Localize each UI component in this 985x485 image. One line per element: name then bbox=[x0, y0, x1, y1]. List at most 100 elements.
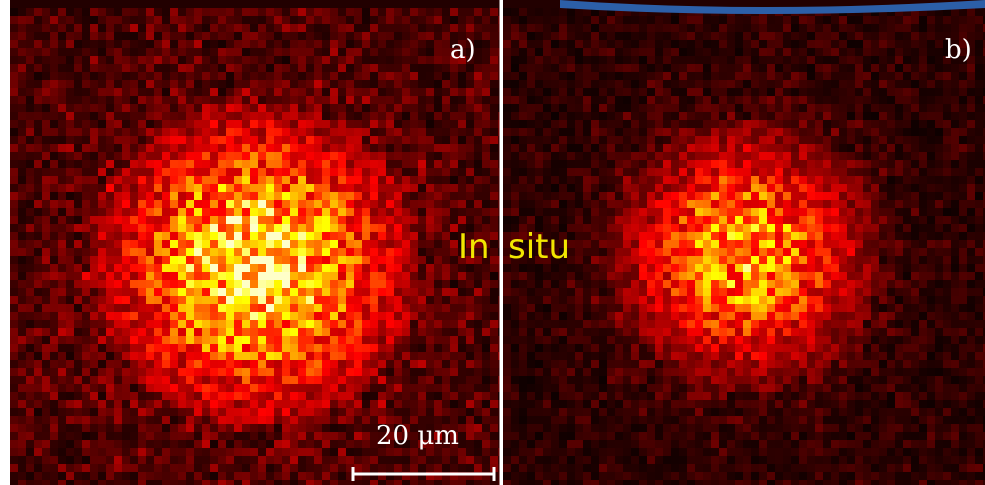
pixel bbox=[402, 64, 410, 72]
pixel bbox=[575, 360, 583, 368]
pixel bbox=[386, 320, 394, 328]
pixel bbox=[178, 96, 186, 104]
pixel bbox=[354, 104, 362, 112]
pixel bbox=[434, 288, 442, 296]
pixel bbox=[42, 32, 50, 40]
pixel bbox=[527, 264, 535, 272]
pixel bbox=[655, 376, 663, 384]
pixel bbox=[34, 232, 42, 240]
pixel bbox=[122, 248, 130, 256]
pixel bbox=[50, 16, 58, 24]
pixel bbox=[418, 424, 426, 432]
pixel bbox=[647, 96, 655, 104]
pixel bbox=[138, 224, 146, 232]
pixel bbox=[354, 184, 362, 192]
pixel bbox=[615, 440, 623, 448]
pixel bbox=[130, 384, 138, 392]
pixel bbox=[194, 384, 202, 392]
pixel bbox=[314, 120, 322, 128]
pixel bbox=[386, 464, 394, 472]
pixel bbox=[58, 96, 66, 104]
pixel bbox=[511, 384, 519, 392]
pixel bbox=[498, 312, 500, 320]
pixel bbox=[178, 360, 186, 368]
pixel bbox=[306, 272, 314, 280]
pixel bbox=[535, 432, 543, 440]
pixel bbox=[50, 256, 58, 264]
pixel bbox=[290, 320, 298, 328]
pixel bbox=[535, 336, 543, 344]
pixel bbox=[370, 184, 378, 192]
pixel bbox=[26, 416, 34, 424]
pixel bbox=[450, 184, 458, 192]
pixel bbox=[615, 176, 623, 184]
pixel bbox=[290, 104, 298, 112]
pixel bbox=[362, 168, 370, 176]
pixel bbox=[98, 328, 106, 336]
pixel bbox=[370, 136, 378, 144]
pixel bbox=[66, 264, 74, 272]
pixel bbox=[106, 40, 114, 48]
pixel bbox=[639, 336, 647, 344]
pixel bbox=[607, 112, 615, 120]
pixel bbox=[458, 288, 466, 296]
pixel bbox=[74, 160, 82, 168]
pixel bbox=[474, 48, 482, 56]
pixel bbox=[639, 200, 647, 208]
pixel bbox=[623, 48, 631, 56]
pixel bbox=[458, 72, 466, 80]
pixel bbox=[519, 264, 527, 272]
pixel bbox=[607, 440, 615, 448]
pixel bbox=[362, 296, 370, 304]
pixel bbox=[450, 48, 458, 56]
pixel bbox=[234, 328, 242, 336]
pixel bbox=[410, 32, 418, 40]
pixel bbox=[503, 248, 511, 256]
pixel bbox=[474, 408, 482, 416]
pixel bbox=[234, 304, 242, 312]
pixel bbox=[631, 272, 639, 280]
pixel bbox=[90, 264, 98, 272]
pixel bbox=[631, 40, 639, 48]
pixel bbox=[10, 112, 18, 120]
pixel bbox=[202, 104, 210, 112]
pixel bbox=[298, 136, 306, 144]
pixel bbox=[146, 112, 154, 120]
pixel bbox=[50, 160, 58, 168]
pixel bbox=[74, 240, 82, 248]
pixel bbox=[599, 64, 607, 72]
pixel bbox=[266, 392, 274, 400]
pixel bbox=[42, 368, 50, 376]
pixel bbox=[490, 88, 498, 96]
pixel bbox=[442, 120, 450, 128]
pixel bbox=[599, 408, 607, 416]
pixel bbox=[615, 16, 623, 24]
pixel bbox=[498, 176, 500, 184]
pixel bbox=[402, 88, 410, 96]
pixel bbox=[503, 176, 511, 184]
pixel bbox=[362, 360, 370, 368]
pixel bbox=[426, 368, 434, 376]
pixel bbox=[511, 336, 519, 344]
pixel bbox=[298, 16, 306, 24]
pixel bbox=[559, 336, 567, 344]
pixel bbox=[354, 376, 362, 384]
pixel bbox=[527, 56, 535, 64]
pixel bbox=[66, 112, 74, 120]
pixel bbox=[178, 160, 186, 168]
pixel bbox=[90, 256, 98, 264]
pixel bbox=[194, 392, 202, 400]
pixel bbox=[130, 24, 138, 32]
pixel bbox=[655, 64, 663, 72]
pixel bbox=[647, 128, 655, 136]
pixel bbox=[66, 232, 74, 240]
pixel bbox=[450, 208, 458, 216]
pixel bbox=[466, 208, 474, 216]
pixel bbox=[26, 288, 34, 296]
pixel bbox=[631, 200, 639, 208]
pixel bbox=[330, 456, 338, 464]
pixel bbox=[290, 304, 298, 312]
pixel bbox=[74, 280, 82, 288]
pixel bbox=[599, 416, 607, 424]
pixel bbox=[282, 184, 290, 192]
